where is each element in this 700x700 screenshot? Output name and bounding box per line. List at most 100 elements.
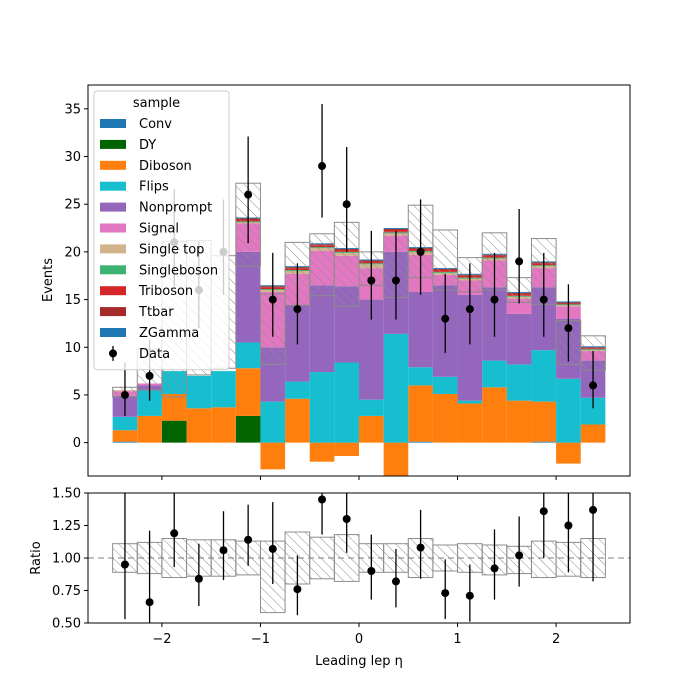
- data-point: [589, 381, 598, 390]
- bar-segment: [580, 424, 606, 443]
- data-point: [342, 200, 351, 209]
- ratio-x-tick-label: −1: [251, 632, 270, 647]
- ratio-point: [391, 577, 400, 586]
- legend-label: Data: [139, 347, 170, 362]
- y-tick-label: 5: [73, 388, 81, 403]
- main-panel: 0 5 10 15 20 25 30 35 Events sample Conv DY Diboso…: [41, 84, 631, 480]
- legend-label: Conv: [139, 117, 172, 132]
- main-x-ticks: [161, 476, 557, 480]
- data-point: [293, 305, 302, 314]
- legend-label: Singleboson: [139, 263, 218, 278]
- ratio-point: [490, 564, 499, 573]
- legend-label: Flips: [139, 180, 169, 195]
- bar-segment: [531, 441, 557, 443]
- bar-segment: [211, 407, 236, 443]
- legend-swatch: [100, 223, 126, 233]
- data-point: [515, 257, 524, 266]
- legend-swatch: [100, 119, 126, 128]
- ratio-x-tick-label: −2: [152, 632, 171, 647]
- bar-segment: [161, 393, 187, 421]
- bar-segment: [211, 371, 236, 408]
- ratio-point: [194, 574, 203, 583]
- ratio-point: [342, 515, 351, 523]
- bar-segment: [137, 415, 162, 443]
- ratio-y-axis-label: Ratio: [29, 541, 44, 574]
- legend-swatch: [100, 286, 126, 296]
- y-tick-label: 20: [64, 245, 81, 260]
- bar-segment: [285, 398, 310, 443]
- y-tick-label: 15: [64, 293, 81, 308]
- ratio-y-tick-label: 0.50: [52, 617, 81, 632]
- bar-segment: [112, 416, 138, 431]
- ratio-panel: 0.50 0.75 1.00 1.25 1.50 −2 −1 0 1 2 Ratio Leadi…: [29, 487, 631, 669]
- bar-segment: [260, 401, 286, 443]
- data-point: [367, 276, 376, 285]
- ratio-x-tick-label: 0: [355, 632, 363, 647]
- bar-segment: [186, 375, 212, 409]
- bar-segment: [309, 285, 335, 373]
- bar-segment: [383, 229, 409, 230]
- ratio-point: [120, 560, 129, 569]
- bar-segment: [112, 441, 138, 443]
- legend-swatch: [100, 139, 126, 149]
- bar-segment: [334, 362, 359, 443]
- bar-segment: [482, 387, 507, 443]
- y-tick-label: 0: [73, 436, 81, 451]
- data-point: [539, 295, 548, 304]
- bar-segment: [334, 442, 359, 456]
- data-point: [490, 295, 499, 304]
- ratio-point: [539, 507, 548, 516]
- data-point: [391, 276, 400, 285]
- ratio-x-tick-label: 1: [453, 632, 461, 647]
- bar-segment: [408, 385, 433, 442]
- bar-segment: [235, 368, 261, 416]
- legend-label: Ttbar: [138, 305, 174, 320]
- ratio-points: [120, 493, 598, 623]
- legend-swatch: [100, 181, 126, 191]
- data-point: [145, 371, 154, 380]
- bar-segment: [309, 372, 335, 443]
- ratio-point: [367, 567, 376, 575]
- legend-label: Nonprompt: [139, 201, 212, 216]
- bar-segment: [432, 393, 458, 443]
- bar-segment: [383, 228, 409, 230]
- ratio-uncertainty-band: [112, 531, 606, 614]
- legend-swatch: [100, 244, 126, 254]
- bar-segment: [285, 381, 310, 399]
- bar-segment: [359, 399, 384, 416]
- y-tick-label: 25: [64, 198, 81, 213]
- ratio-point: [564, 521, 573, 530]
- bar-segment: [531, 401, 557, 442]
- series-flips: [112, 333, 606, 443]
- data-point: [564, 324, 573, 333]
- legend-label: Triboson: [138, 284, 193, 299]
- bar-segment: [506, 313, 532, 365]
- bar-segment: [383, 442, 409, 476]
- legend: sample Conv DY Diboson Flips Nonprompt Signal S…: [93, 90, 230, 371]
- bar-segment: [531, 350, 557, 402]
- bar-segment: [408, 441, 433, 443]
- ratio-point: [170, 529, 179, 538]
- legend-box: [93, 90, 230, 371]
- ratio-point: [244, 535, 253, 544]
- legend-swatch: [100, 160, 126, 170]
- legend-label: ZGamma: [139, 326, 199, 341]
- bar-segment: [161, 420, 187, 443]
- ratio-point: [465, 591, 474, 600]
- ratio-y-tick-label: 1.25: [52, 519, 81, 534]
- bar-segment: [506, 364, 532, 401]
- ratio-point: [515, 551, 524, 560]
- data-point: [465, 305, 474, 314]
- bar-segment: [186, 408, 212, 443]
- legend-label: Signal: [139, 222, 179, 237]
- ratio-point: [318, 495, 327, 504]
- ratio-x-tick-label: 2: [552, 632, 560, 647]
- series-dy: [161, 415, 261, 443]
- ratio-point: [441, 589, 450, 598]
- data-point: [120, 390, 129, 399]
- ratio-point: [268, 544, 277, 553]
- bar-segment: [235, 415, 261, 443]
- series-diboson: [112, 368, 606, 476]
- series-conv: [112, 441, 557, 443]
- legend-swatch: [100, 307, 126, 317]
